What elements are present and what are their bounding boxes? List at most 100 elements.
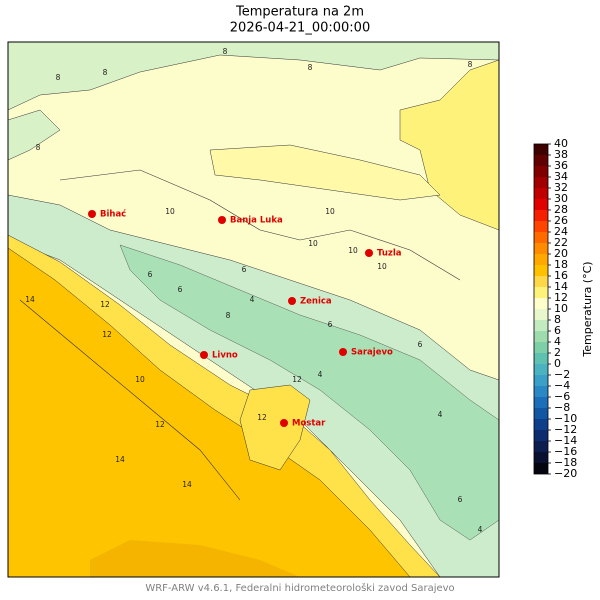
colorbar-segment <box>534 441 548 452</box>
colorbar-tick-label: −10 <box>554 412 577 425</box>
contour-label: 10 <box>165 207 175 216</box>
city-marker <box>365 249 373 257</box>
colorbar-label: Temperatura (°C) <box>581 261 594 357</box>
colorbar-tick-label: 12 <box>554 291 568 304</box>
colorbar-tick-label: −18 <box>554 456 577 469</box>
contour-label: 6 <box>418 340 423 349</box>
colorbar-tick-label: 24 <box>554 225 568 238</box>
colorbar-segment <box>534 430 548 441</box>
city-name: Livno <box>212 351 238 361</box>
contour-label: 10 <box>308 239 318 248</box>
subtitle: 2026-04-21_00:00:00 <box>230 21 370 36</box>
colorbar-segment <box>534 408 548 419</box>
colorbar-segment <box>534 221 548 232</box>
field-band <box>8 42 499 111</box>
colorbar-tick-label: 38 <box>554 148 568 161</box>
contour-label: 8 <box>56 73 61 82</box>
colorbar-tick-label: 4 <box>554 335 561 348</box>
contour-label: 14 <box>115 455 125 464</box>
city-name: Sarajevo <box>351 348 393 358</box>
colorbar-tick-label: −2 <box>554 368 570 381</box>
colorbar-tick-label: −4 <box>554 379 570 392</box>
contour-label: 4 <box>250 295 255 304</box>
colorbar-segment <box>534 463 548 474</box>
colorbar-tick-label: 22 <box>554 236 568 249</box>
footer: WRF-ARW v4.6.1, Federalni hidrometeorolo… <box>145 582 454 594</box>
city-marker <box>200 351 208 359</box>
colorbar-segment <box>534 276 548 287</box>
contour-label: 12 <box>155 420 165 429</box>
colorbar-tick-label: 40 <box>554 137 568 150</box>
colorbar-segment <box>534 254 548 265</box>
contour-label: 4 <box>318 370 323 379</box>
border-line <box>19 169 461 501</box>
field-band <box>239 384 311 471</box>
city-name: Zenica <box>300 297 332 307</box>
colorbar-tick-label: 36 <box>554 159 568 172</box>
colorbar-tick-label: 30 <box>554 192 568 205</box>
colorbar-segment <box>534 166 548 177</box>
colorbar-tick-label: 18 <box>554 258 568 271</box>
colorbar-segment <box>534 320 548 331</box>
contour-label: 4 <box>438 410 443 419</box>
colorbar-segment <box>534 155 548 166</box>
city-marker <box>280 419 288 427</box>
city-marker <box>218 216 226 224</box>
colorbar-tick-label: 16 <box>554 269 568 282</box>
colorbar-tick-label: 8 <box>554 313 561 326</box>
field-band <box>8 194 499 577</box>
colorbar-segment <box>534 397 548 408</box>
field-band <box>119 244 499 541</box>
contour-label: 6 <box>328 320 333 329</box>
contour-label: 12 <box>257 413 267 422</box>
contour-label: 8 <box>226 311 231 320</box>
colorbar-tick-label: 32 <box>554 181 568 194</box>
colorbar-segment <box>534 452 548 463</box>
city-name: Banja Luka <box>230 216 283 226</box>
contour-label: 8 <box>36 143 41 152</box>
colorbar-tick-label: 34 <box>554 170 568 183</box>
city-name: Mostar <box>292 419 326 429</box>
colorbar-tick-label: 20 <box>554 247 568 260</box>
colorbar-tick-label: 2 <box>554 346 561 359</box>
colorbar-tick-label: 10 <box>554 302 568 315</box>
contour-label: 10 <box>377 262 387 271</box>
colorbar-segment <box>534 265 548 276</box>
contour-label: 4 <box>478 525 483 534</box>
city-marker <box>88 210 96 218</box>
colorbar-tick-label: 0 <box>554 357 561 370</box>
contour-label: 14 <box>182 480 192 489</box>
colorbar-segment <box>534 287 548 298</box>
contour-label: 12 <box>292 375 302 384</box>
city-name: Tuzla <box>377 249 402 259</box>
field-band <box>90 540 300 577</box>
colorbar-tick-label: −16 <box>554 445 577 458</box>
contour-label: 12 <box>100 300 110 309</box>
colorbar-segment <box>534 375 548 386</box>
contour-label: 8 <box>468 60 473 69</box>
colorbar-segment <box>534 364 548 375</box>
colorbar-segment <box>534 199 548 210</box>
colorbar-segment <box>534 353 548 364</box>
map-field <box>8 42 499 577</box>
contour-label: 6 <box>458 495 463 504</box>
colorbar-segment <box>534 419 548 430</box>
contour-label: 10 <box>325 207 335 216</box>
colorbar-segment <box>534 298 548 309</box>
colorbar-segment <box>534 342 548 353</box>
colorbar-tick-label: 14 <box>554 280 568 293</box>
contour-label: 8 <box>103 68 108 77</box>
contour-label: 10 <box>135 375 145 384</box>
colorbar-segment <box>534 243 548 254</box>
colorbar-tick-label: 26 <box>554 214 568 227</box>
colorbar-segment <box>534 331 548 342</box>
colorbar-tick-label: −8 <box>554 401 570 414</box>
colorbar-tick-label: −20 <box>554 467 577 480</box>
colorbar-tick-label: −14 <box>554 434 577 447</box>
contour-label: 12 <box>102 330 112 339</box>
colorbar-segment <box>534 144 548 155</box>
colorbar-segment <box>534 188 548 199</box>
map-frame <box>7 41 500 578</box>
